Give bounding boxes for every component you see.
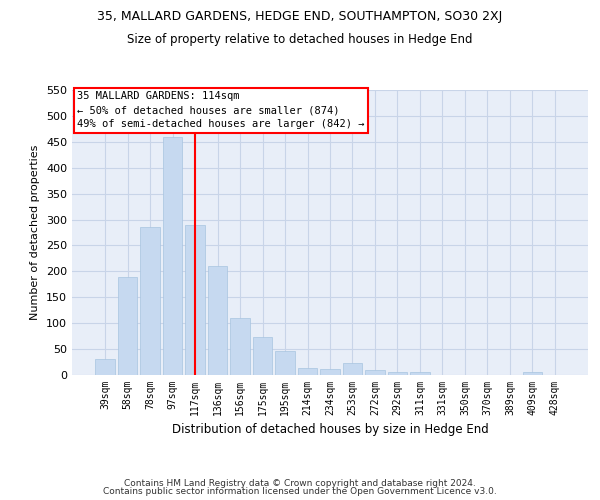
Bar [208,266,227,375]
Bar [410,372,430,375]
Bar [343,363,362,375]
Bar [298,368,317,375]
Text: Size of property relative to detached houses in Hedge End: Size of property relative to detached ho… [127,32,473,46]
Bar [275,351,295,375]
Bar [365,370,385,375]
Bar [253,337,272,375]
Bar [140,228,160,375]
Bar [185,224,205,375]
Text: Contains HM Land Registry data © Crown copyright and database right 2024.: Contains HM Land Registry data © Crown c… [124,478,476,488]
Text: 35 MALLARD GARDENS: 114sqm
← 50% of detached houses are smaller (874)
49% of sem: 35 MALLARD GARDENS: 114sqm ← 50% of deta… [77,92,365,130]
Bar [230,318,250,375]
Bar [95,360,115,375]
Bar [118,276,137,375]
Text: 35, MALLARD GARDENS, HEDGE END, SOUTHAMPTON, SO30 2XJ: 35, MALLARD GARDENS, HEDGE END, SOUTHAMP… [97,10,503,23]
Bar [523,372,542,375]
Bar [388,372,407,375]
Bar [163,136,182,375]
X-axis label: Distribution of detached houses by size in Hedge End: Distribution of detached houses by size … [172,424,488,436]
Y-axis label: Number of detached properties: Number of detached properties [31,145,40,320]
Text: Contains public sector information licensed under the Open Government Licence v3: Contains public sector information licen… [103,487,497,496]
Bar [320,369,340,375]
